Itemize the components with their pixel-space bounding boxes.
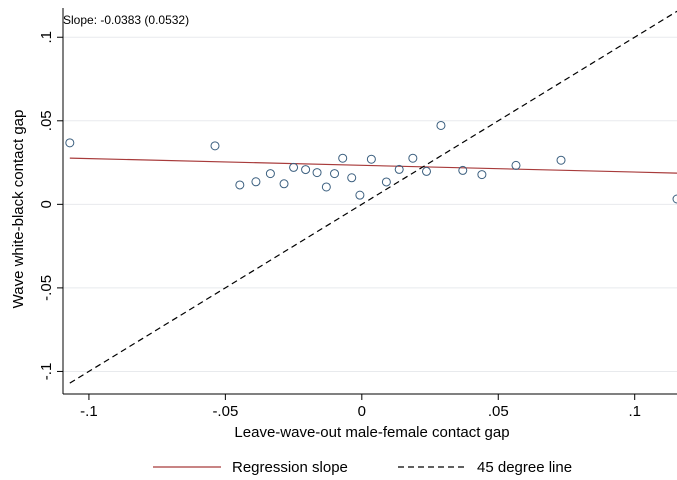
data-point-7 xyxy=(301,165,311,175)
data-point-10 xyxy=(330,169,340,179)
data-point-21 xyxy=(477,170,487,180)
x-axis-ticks: -.1 -.05 0 .05 .1 xyxy=(80,394,641,420)
forty-five-degree-line xyxy=(69,10,677,384)
slope-annotation: Slope: -0.0383 (0.0532) xyxy=(63,13,189,27)
data-point-2 xyxy=(235,180,245,190)
data-point-5 xyxy=(279,179,289,189)
data-point-15 xyxy=(381,177,391,187)
legend-label-regression: Regression slope xyxy=(232,459,348,476)
data-point-17 xyxy=(408,153,418,163)
x-axis-label: Leave-wave-out male-female contact gap xyxy=(234,424,509,441)
y-tick-label-2: 0 xyxy=(38,200,55,208)
data-point-9 xyxy=(321,182,331,192)
data-point-4 xyxy=(265,169,275,179)
y-tick-label-1: -.05 xyxy=(38,275,55,301)
data-point-16 xyxy=(394,164,404,174)
axes xyxy=(62,8,677,395)
y-tick-label-4: .1 xyxy=(38,31,55,44)
data-point-8 xyxy=(312,168,322,178)
data-point-0 xyxy=(65,138,75,148)
data-point-19 xyxy=(436,120,446,130)
data-point-13 xyxy=(355,190,365,200)
regression-line xyxy=(69,157,677,174)
y-tick-label-3: .05 xyxy=(38,110,55,131)
x-tick-label-0: -.1 xyxy=(80,403,98,420)
data-point-24 xyxy=(672,194,677,204)
y-axis-ticks: -.1 -.05 0 .05 .1 xyxy=(38,31,63,380)
data-point-18 xyxy=(421,166,431,176)
data-point-3 xyxy=(251,177,261,187)
x-tick-label-3: .05 xyxy=(488,403,509,420)
gridlines xyxy=(63,36,677,372)
data-point-23 xyxy=(556,155,566,165)
data-point-12 xyxy=(347,173,357,183)
x-tick-label-2: 0 xyxy=(358,403,366,420)
data-point-22 xyxy=(511,160,521,170)
x-tick-label-4: .1 xyxy=(628,403,641,420)
legend: Regression slope 45 degree line xyxy=(153,459,572,476)
data-point-6 xyxy=(289,162,299,172)
x-tick-label-1: -.05 xyxy=(212,403,238,420)
series-lines xyxy=(69,10,677,384)
data-point-1 xyxy=(210,141,220,151)
y-tick-label-0: -.1 xyxy=(38,363,55,381)
y-axis-label: Wave white-black contact gap xyxy=(10,110,27,309)
legend-label-45-degree: 45 degree line xyxy=(477,459,572,476)
data-points xyxy=(65,120,677,204)
data-point-20 xyxy=(458,165,468,175)
data-point-11 xyxy=(338,153,348,163)
data-point-14 xyxy=(366,154,376,164)
